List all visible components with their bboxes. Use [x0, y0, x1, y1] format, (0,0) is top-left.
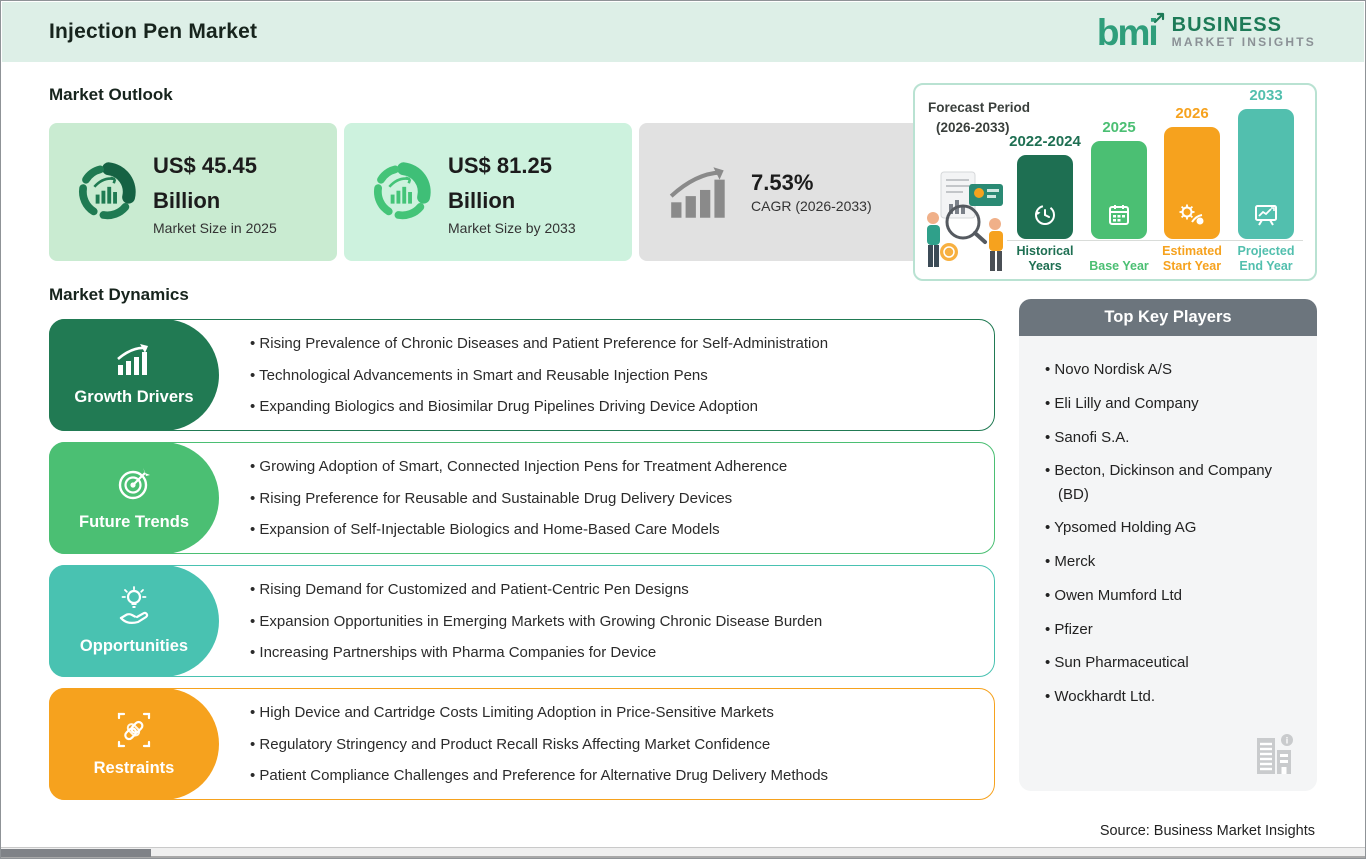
bullet-item: Rising Preference for Reusable and Susta… [250, 490, 976, 507]
restraints-title: Restraints [93, 759, 175, 777]
idea-hand-icon [119, 586, 149, 624]
market-size-2025-card: US$ 45.45 Billion Market Size in 2025 [49, 123, 337, 261]
restraints-row: Restraints High Device and Cartridge Cos… [49, 688, 995, 800]
key-player-item: Becton, Dickinson and Company (BD) [1045, 459, 1299, 506]
logo-wordmark: BUSINESS MARKET INSIGHTS [1172, 15, 1316, 49]
key-player-item: Sanofi S.A. [1045, 426, 1299, 449]
key-player-item: Novo Nordisk A/S [1045, 358, 1299, 381]
bullet-item: Growing Adoption of Smart, Connected Inj… [250, 458, 976, 475]
key-players-list: Novo Nordisk A/S Eli Lilly and Company S… [1019, 336, 1317, 708]
card-text: US$ 45.45 Billion Market Size in 2025 [153, 148, 323, 236]
cagr-label: CAGR (2026-2033) [751, 198, 872, 215]
market-size-2033-value: US$ 81.25 Billion [448, 152, 552, 213]
svg-text:i: i [1286, 736, 1289, 746]
growth-bars-icon [665, 161, 735, 223]
history-clock-icon [1035, 205, 1055, 225]
opportunities-label: Opportunities [49, 565, 219, 677]
top-key-players-header: Top Key Players [1019, 299, 1317, 336]
projected-end-year-value: 2033 [1249, 87, 1283, 104]
future-trends-title: Future Trends [78, 513, 189, 531]
bullet-item: Patient Compliance Challenges and Prefer… [250, 767, 976, 784]
donut-chart-icon [75, 161, 137, 223]
bmi-logo-mark: bmi [1097, 12, 1164, 51]
historical-years-value: 2022-2024 [1009, 133, 1081, 150]
market-size-2025-label: Market Size in 2025 [153, 220, 277, 237]
card-text: US$ 81.25 Billion Market Size by 2033 [448, 148, 618, 236]
company-building-icon: i [1257, 734, 1293, 774]
opportunities-bullets: Rising Demand for Customized and Patient… [250, 566, 976, 676]
projection-board-icon [1255, 205, 1277, 226]
base-year-value: 2025 [1102, 119, 1136, 136]
future-trends-bullets: Growing Adoption of Smart, Connected Inj… [250, 443, 976, 553]
future-trends-row: Future Trends Growing Adoption of Smart,… [49, 442, 995, 554]
historical-years-bar [1017, 155, 1073, 239]
market-size-2025-value: US$ 45.45 Billion [153, 152, 257, 213]
historical-years-label: Historical Years [1016, 243, 1074, 274]
bullet-item: Technological Advancements in Smart and … [250, 367, 976, 384]
estimated-start-year-value: 2026 [1175, 105, 1209, 122]
restraints-bullets: High Device and Cartridge Costs Limiting… [250, 689, 976, 799]
estimated-start-year-label: Estimated Start Year [1162, 243, 1222, 274]
bullet-item: Expansion of Self-Injectable Biologics a… [250, 521, 976, 538]
growth-drivers-title: Growth Drivers [74, 388, 194, 406]
key-player-item: Ypsomed Holding AG [1045, 516, 1299, 539]
cagr-value: 7.53% [751, 169, 814, 195]
opportunities-row: Opportunities Rising Demand for Customiz… [49, 565, 995, 677]
bullet-item: Rising Prevalence of Chronic Diseases an… [250, 335, 976, 352]
key-player-item: Pfizer [1045, 618, 1299, 641]
bullet-item: Regulatory Stringency and Product Recall… [250, 736, 976, 753]
growth-drivers-label: Growth Drivers [49, 319, 219, 431]
restraints-label: Restraints [49, 688, 219, 800]
forecast-period-panel: Forecast Period (2026-2033) 2022-2024 Hi… [913, 83, 1317, 281]
bullet-item: Increasing Partnerships with Pharma Comp… [250, 644, 976, 661]
header-bar: Injection Pen Market bmi BUSINESS MARKET… [2, 2, 1364, 62]
forecast-baseline [1007, 240, 1303, 241]
horizontal-scrollbar-thumb[interactable] [1, 849, 151, 857]
horizontal-scrollbar[interactable] [1, 847, 1365, 858]
market-size-2033-label: Market Size by 2033 [448, 220, 576, 237]
forecast-period-title: Forecast Period (2026-2033) [928, 100, 1031, 135]
key-player-item: Eli Lilly and Company [1045, 392, 1299, 415]
growth-drivers-bullets: Rising Prevalence of Chronic Diseases an… [250, 320, 976, 430]
page-title: Injection Pen Market [49, 20, 258, 43]
bullet-item: Expansion Opportunities in Emerging Mark… [250, 613, 976, 630]
growth-chart-icon [117, 344, 148, 375]
target-icon [118, 468, 150, 500]
analysts-illustration [927, 171, 1003, 271]
projected-end-year-bar [1238, 109, 1294, 239]
base-year-bar [1091, 141, 1147, 239]
market-size-2033-card: US$ 81.25 Billion Market Size by 2033 [344, 123, 632, 261]
growth-drivers-row: Growth Drivers Rising Prevalence of Chro… [49, 319, 995, 431]
donut-chart-icon [370, 161, 432, 223]
base-year-label: Base Year [1089, 259, 1149, 274]
key-player-item: Merck [1045, 550, 1299, 573]
bullet-item: Expanding Biologics and Biosimilar Drug … [250, 398, 976, 415]
future-trends-label: Future Trends [49, 442, 219, 554]
bmi-logo: bmi BUSINESS MARKET INSIGHTS [1097, 12, 1316, 51]
bullet-item: High Device and Cartridge Costs Limiting… [250, 704, 976, 721]
card-text: 7.53% CAGR (2026-2033) [751, 170, 921, 214]
opportunities-title: Opportunities [79, 637, 189, 655]
logo-arrow-icon [1153, 12, 1164, 23]
key-player-item: Sun Pharmaceutical [1045, 651, 1299, 674]
gear-chart-icon [1179, 204, 1204, 225]
cagr-card: 7.53% CAGR (2026-2033) [639, 123, 935, 261]
source-attribution: Source: Business Market Insights [1099, 823, 1315, 839]
market-dynamics-heading: Market Dynamics [49, 285, 189, 304]
outlook-cards: US$ 45.45 Billion Market Size in 2025 US… [49, 123, 935, 261]
projected-end-year-label: Projected End Year [1237, 243, 1295, 274]
logo-line2: MARKET INSIGHTS [1171, 35, 1316, 50]
calendar-icon [1109, 205, 1129, 225]
bullet-item: Rising Demand for Customized and Patient… [250, 581, 976, 598]
top-key-players-panel: Novo Nordisk A/S Eli Lilly and Company S… [1019, 336, 1317, 791]
estimated-start-year-bar [1164, 127, 1220, 239]
key-player-item: Owen Mumford Ltd [1045, 584, 1299, 607]
logo-line1: BUSINESS [1171, 14, 1282, 37]
market-outlook-heading: Market Outlook [49, 85, 173, 104]
chain-icon [117, 712, 151, 748]
key-player-item: Wockhardt Ltd. [1045, 685, 1299, 708]
